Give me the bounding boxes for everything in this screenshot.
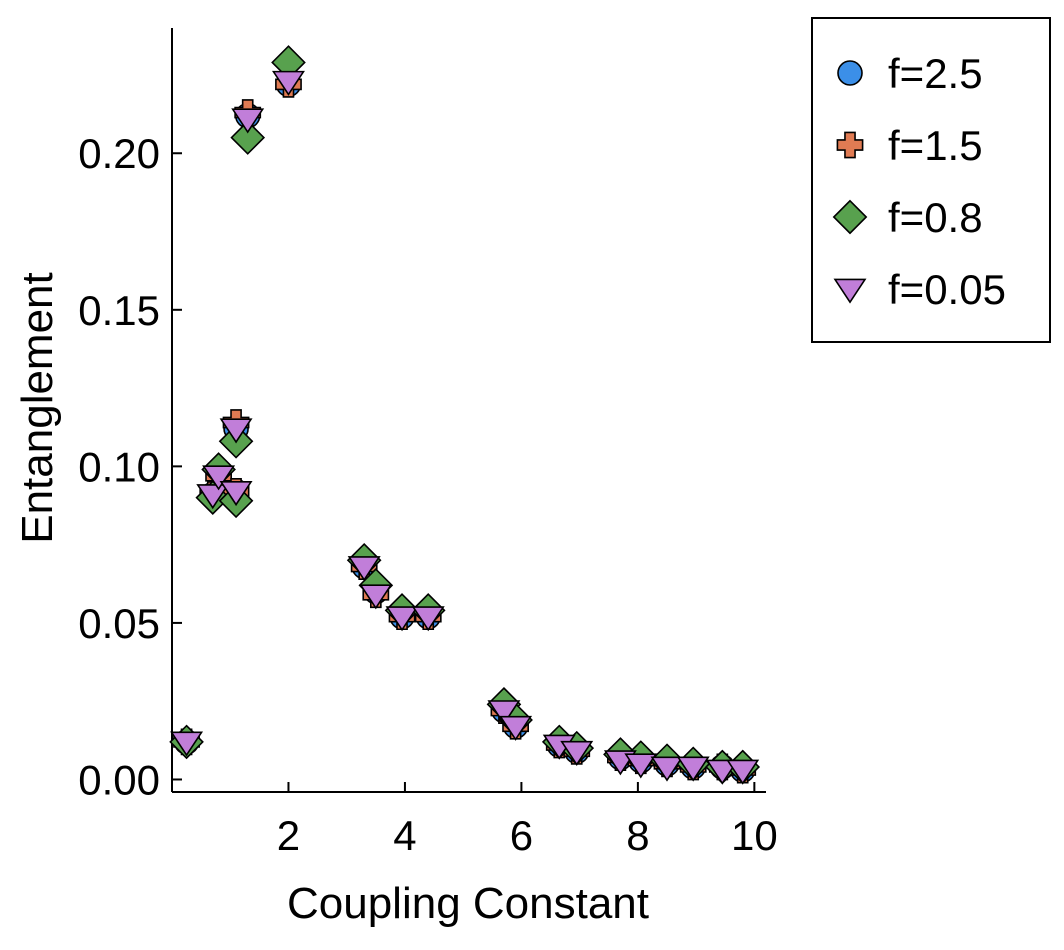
y-axis-label: Entanglement	[13, 272, 62, 544]
y-tick-label: 0.05	[78, 600, 160, 647]
legend-marker	[836, 131, 864, 159]
data-point	[219, 481, 253, 507]
legend-label: f=0.8	[888, 194, 983, 241]
data-point	[499, 715, 533, 741]
axes	[171, 28, 766, 793]
data-point	[487, 700, 521, 726]
data-point	[650, 756, 684, 782]
legend-marker	[833, 278, 867, 304]
data-point	[726, 759, 760, 785]
legend-marker	[837, 60, 863, 86]
data-point	[624, 753, 658, 779]
y-tick-label: 0.10	[78, 443, 160, 490]
legend-item: f=1.5	[836, 122, 983, 169]
y-tick-label: 0.15	[78, 287, 160, 334]
series-f=1.5	[173, 70, 757, 784]
x-tick-label: 6	[510, 812, 533, 859]
data-point	[202, 465, 236, 491]
x-tick-label: 2	[277, 812, 300, 859]
legend-label: f=0.05	[888, 266, 1006, 313]
data-point	[347, 556, 381, 582]
data-point	[705, 759, 739, 785]
series-f=0.05	[170, 70, 760, 785]
data-point	[230, 120, 266, 155]
legend: f=2.5 f=1.5 f=0.8 f=0.05	[811, 17, 1051, 343]
x-axis-label: Coupling Constant	[287, 879, 649, 928]
data-point	[231, 108, 265, 134]
data-point	[359, 584, 393, 610]
ticks: 2 4 6 8 10 0.00 0.05 0.10 0.15 0.20	[78, 130, 777, 859]
data-point	[676, 756, 710, 782]
data-points	[169, 45, 761, 785]
data-point	[385, 606, 419, 632]
data-point	[196, 484, 230, 510]
data-point	[219, 418, 253, 444]
series-f=2.5	[173, 71, 756, 783]
legend-marker	[832, 199, 868, 235]
x-tick-label: 8	[626, 812, 649, 859]
legend-item: f=2.5	[837, 50, 983, 97]
legend-label: f=2.5	[888, 50, 983, 97]
data-point	[271, 70, 305, 96]
data-point	[411, 606, 445, 632]
data-point	[170, 731, 204, 757]
series-f=0.8	[169, 45, 761, 785]
y-tick-label: 0.00	[78, 756, 160, 803]
legend-label: f=1.5	[888, 122, 983, 169]
data-point	[560, 740, 594, 766]
x-tick-label: 4	[393, 812, 416, 859]
legend-item: f=0.05	[833, 266, 1006, 313]
y-tick-label: 0.20	[78, 130, 160, 177]
x-tick-label: 10	[731, 812, 778, 859]
legend-item: f=0.8	[832, 194, 983, 241]
